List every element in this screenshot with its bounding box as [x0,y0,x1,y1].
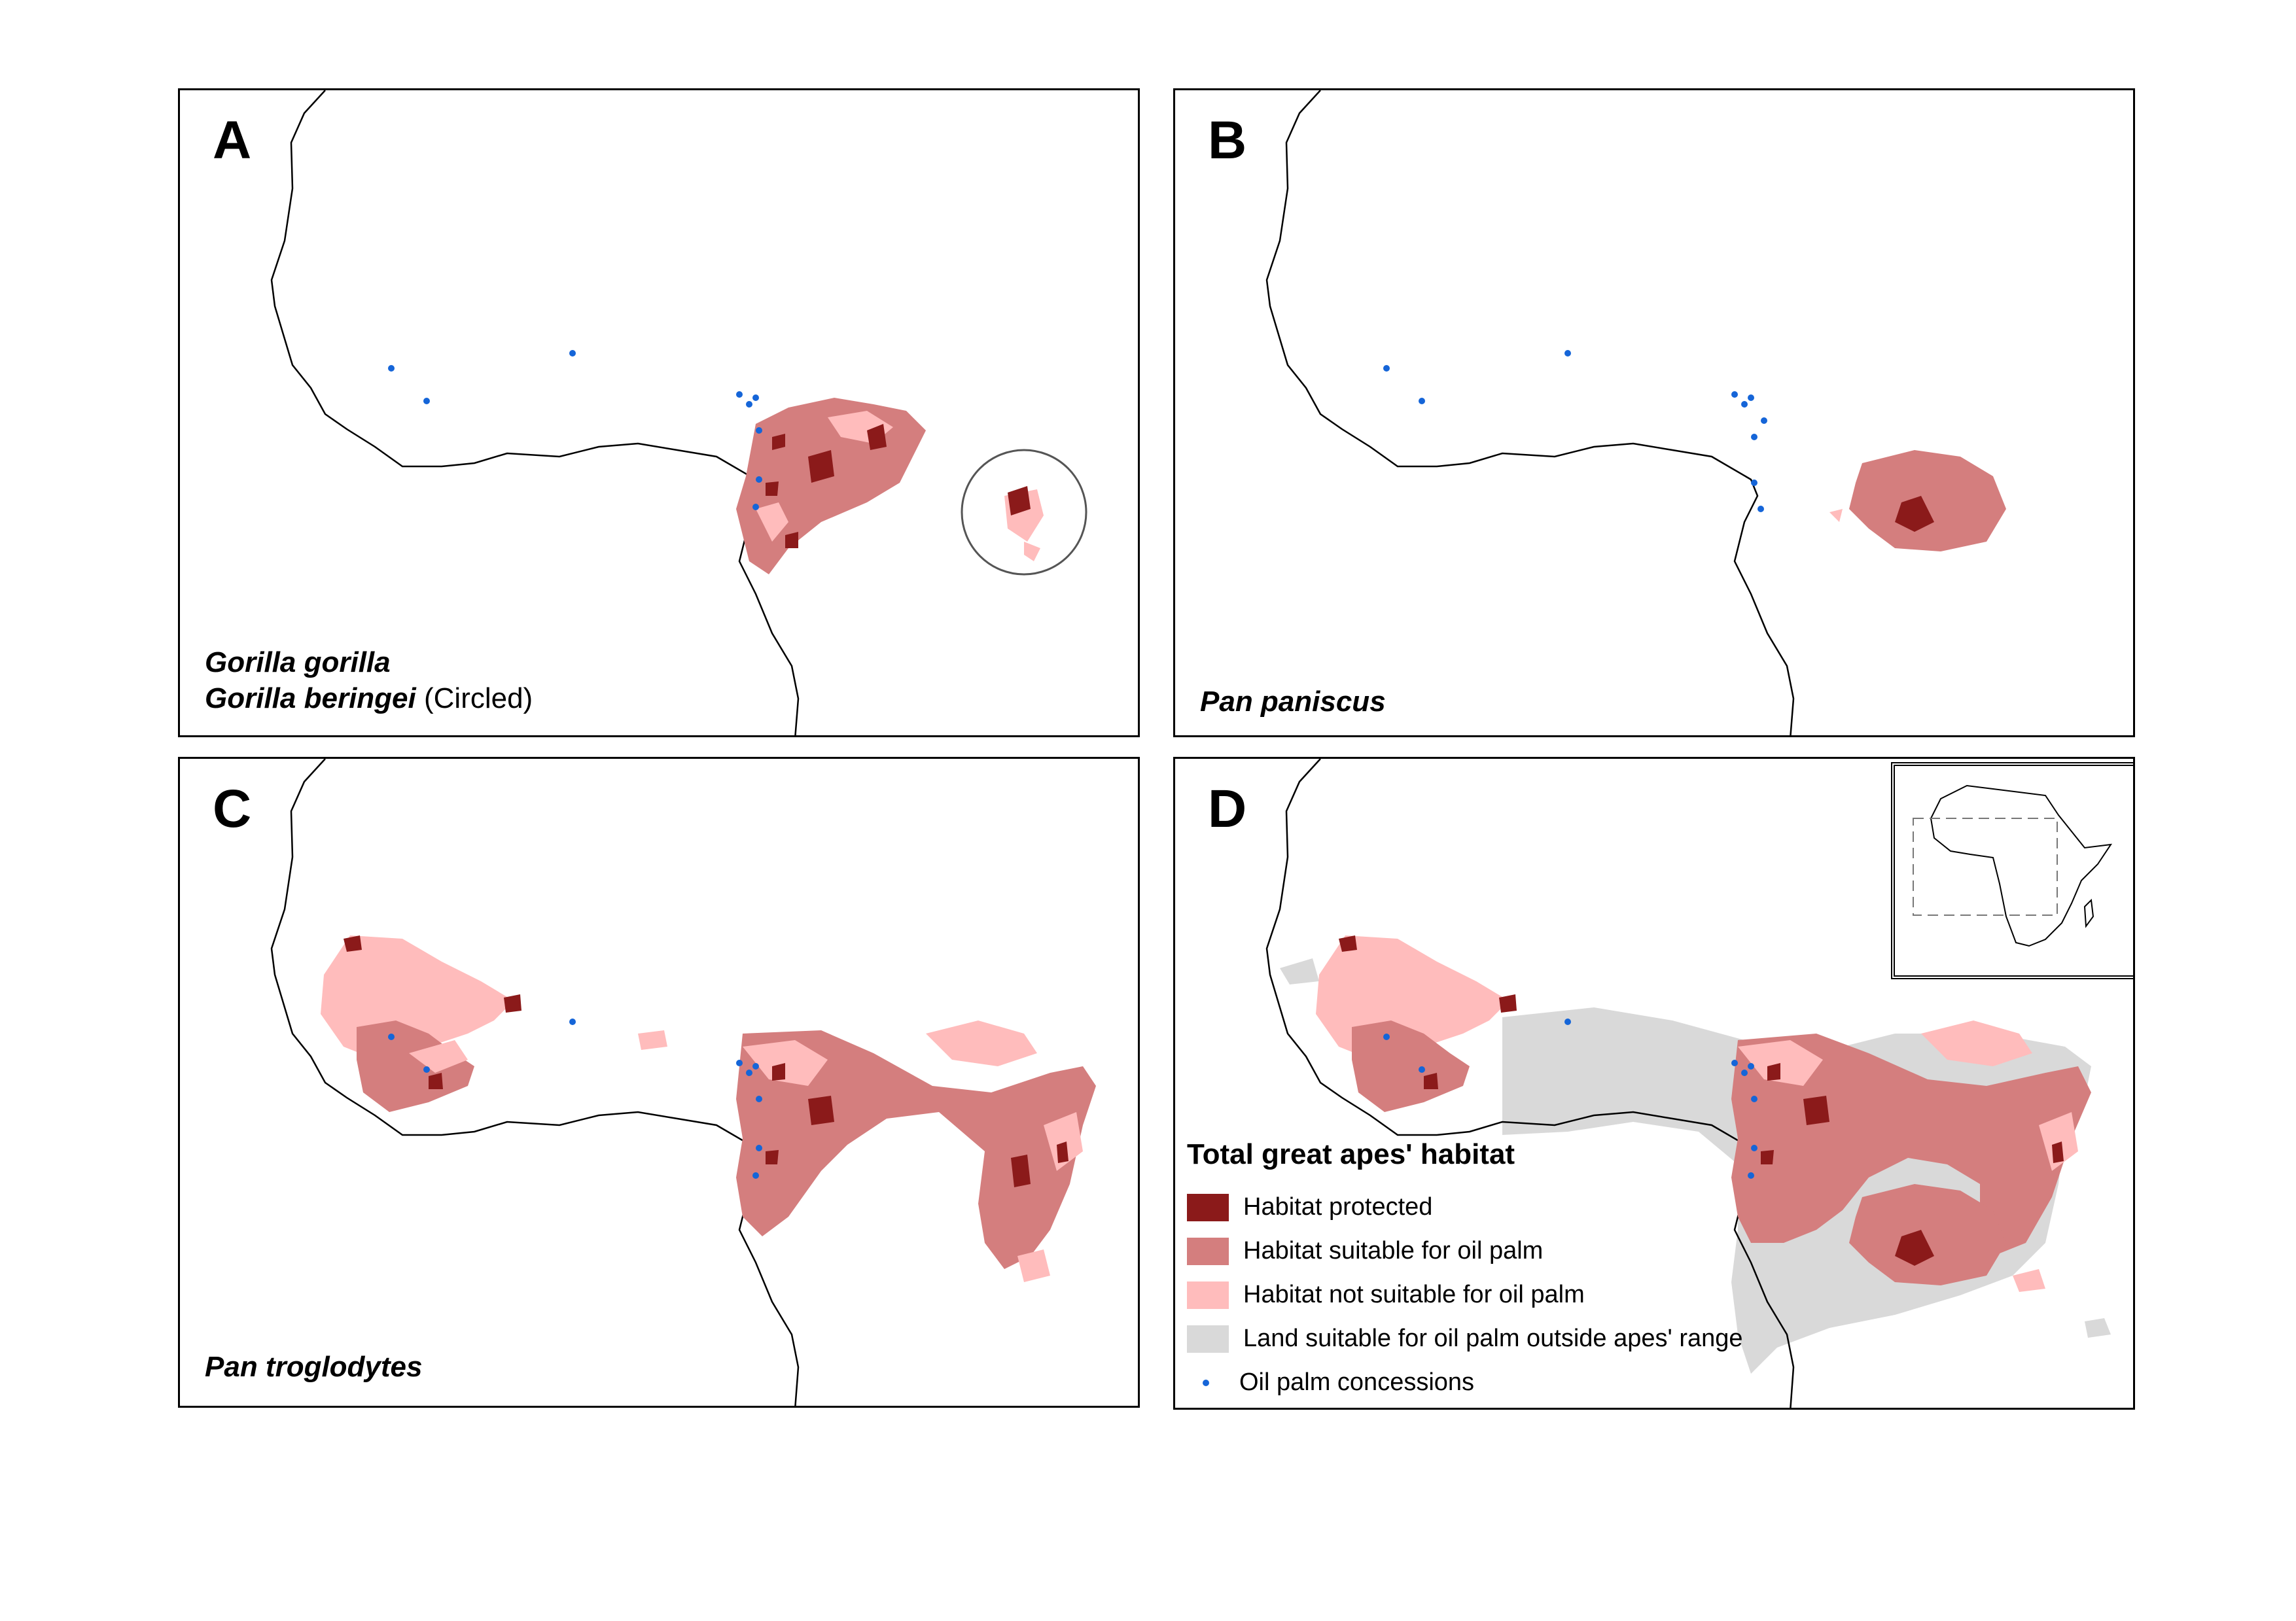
gorilla-beringei-circle [961,449,1087,576]
outside-range-swatch [1187,1325,1229,1353]
gorilla-beringei-habitat [1004,486,1044,561]
oil-palm-concessions [1383,350,1767,512]
panel-c: C Pan troglodytes [178,757,1140,1408]
coastline [1265,90,1795,735]
pan-troglodytes-habitat [321,935,1096,1282]
coastline [270,759,800,1406]
legend: Total great apes' habitat Habitat protec… [1187,1138,1776,1404]
legend-item: Habitat suitable for oil palm [1187,1229,1776,1273]
legend-item: Habitat not suitable for oil palm [1187,1273,1776,1317]
legend-item: Oil palm concessions [1187,1361,1776,1404]
pan-paniscus-habitat [1829,450,2006,551]
panel-letter: C [213,779,252,839]
panel-b: B Pan paniscus [1173,88,2135,737]
panel-d: D Total great apes' habitat Habitat prot… [1173,757,2135,1410]
panel-letter: B [1208,111,1247,170]
panel-letter: A [213,111,252,170]
map-b [1265,90,2006,735]
not-suitable-swatch [1187,1281,1229,1309]
legend-label: Habitat not suitable for oil palm [1243,1281,1585,1308]
suitable-swatch [1187,1237,1229,1265]
circled-note: (Circled) [423,682,533,714]
legend-label: Oil palm concessions [1239,1368,1475,1396]
legend-item: Habitat protected [1187,1185,1776,1229]
legend-item: Land suitable for oil palm outside apes'… [1187,1317,1776,1361]
oil-palm-concessions [388,350,762,510]
gorilla-gorilla-habitat [736,398,926,574]
coastline [270,90,800,735]
map-c [270,759,1096,1406]
protected-swatch [1187,1193,1229,1221]
legend-label: Habitat suitable for oil palm [1243,1237,1544,1264]
species-label: Pan troglodytes [205,1351,423,1383]
oil-palm-concessions [1383,1019,1757,1179]
legend-label: Habitat protected [1243,1193,1433,1221]
panel-a: A Gorilla gorilla Gorilla beringei (Circ… [178,88,1140,737]
oil-palm-concessions [388,1019,762,1179]
legend-label: Land suitable for oil palm outside apes'… [1243,1325,1743,1352]
map-d [1265,759,2111,1408]
species-label: Gorilla beringei (Circled) [205,682,533,715]
africa-outline-map [1913,784,2113,947]
map-a [270,90,1087,735]
coastline [1265,759,1795,1408]
africa-locator-inset [1891,762,2133,979]
dot-icon [1203,1379,1209,1386]
species-name: Gorilla beringei [205,682,416,714]
species-label: Gorilla gorilla [205,646,391,678]
species-label: Pan paniscus [1200,686,1386,718]
great-apes-habitat [1316,935,2091,1292]
legend-title: Total great apes' habitat [1187,1138,1515,1170]
panel-letter: D [1208,779,1247,839]
